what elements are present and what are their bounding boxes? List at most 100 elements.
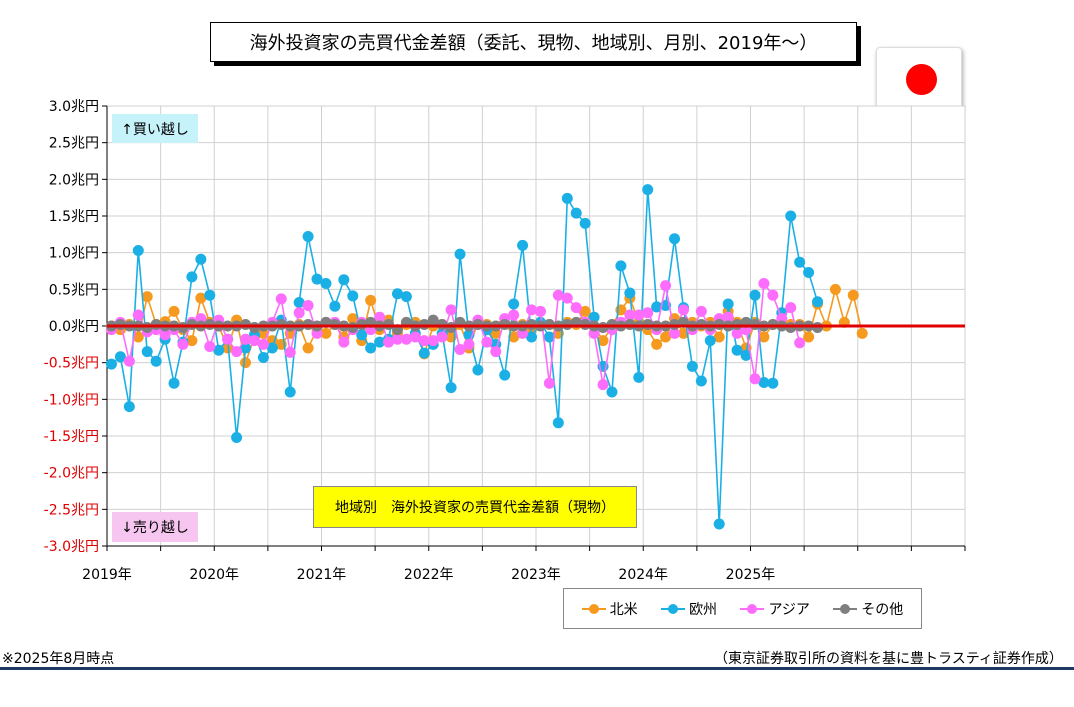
data-point [123, 401, 135, 413]
data-point [543, 377, 555, 389]
data-point [320, 327, 332, 339]
data-point [829, 283, 841, 295]
data-point [204, 289, 216, 301]
data-point [624, 287, 636, 299]
data-point [472, 364, 484, 376]
legend-item-europe: 欧州 [661, 599, 717, 619]
data-point [847, 289, 859, 301]
x-tick-label: 2021年 [297, 567, 347, 583]
data-point [552, 417, 564, 429]
source-note: （東京証券取引所の資料を基に豊トラスティ証券作成） [714, 651, 1063, 667]
data-point [704, 335, 716, 347]
x-tick-label: 2019年 [82, 567, 132, 583]
data-point [391, 333, 403, 345]
data-point [240, 357, 252, 369]
data-point [615, 260, 627, 272]
y-tick-label: -3.0兆円 [44, 539, 99, 555]
data-point [731, 327, 743, 339]
data-point [204, 341, 216, 353]
data-point [275, 293, 287, 305]
data-point [642, 307, 654, 319]
data-point [561, 292, 573, 304]
data-point [383, 336, 395, 348]
data-point [758, 277, 770, 289]
data-point [570, 302, 582, 314]
data-point [418, 335, 430, 347]
data-point [669, 327, 681, 339]
data-point [767, 289, 779, 301]
data-point [391, 288, 403, 300]
data-point [329, 300, 341, 312]
y-tick-label: 0.0兆円 [49, 319, 99, 335]
japan-flag-icon [876, 47, 962, 112]
data-point [436, 331, 448, 343]
data-point [597, 379, 609, 391]
data-point [517, 239, 529, 251]
data-point [794, 337, 806, 349]
legend-label: アジア [768, 601, 810, 618]
legend-item-north-america: 北米 [581, 599, 638, 619]
legend-item-asia: アジア [740, 599, 810, 619]
legend-label: その他 [861, 601, 904, 618]
data-point [240, 342, 252, 354]
data-point [168, 377, 180, 389]
data-point [400, 333, 412, 345]
data-point [186, 271, 198, 283]
data-point [347, 313, 359, 325]
data-point [481, 336, 493, 348]
data-point [606, 386, 618, 398]
data-point [293, 307, 305, 319]
legend-marker [833, 603, 858, 615]
data-point [454, 343, 466, 355]
y-tick-label: 2.0兆円 [49, 172, 99, 188]
data-point [651, 301, 663, 313]
data-point [302, 299, 314, 311]
data-point [302, 342, 314, 354]
legend: 北米 欧州 アジア その他 [563, 588, 922, 629]
data-point [427, 314, 439, 326]
data-point [633, 309, 645, 321]
y-tick-label: -2.5兆円 [44, 502, 99, 518]
data-point [213, 344, 225, 356]
data-point [686, 360, 698, 372]
data-point [651, 338, 663, 350]
data-point [677, 304, 689, 316]
data-point [570, 207, 582, 219]
data-point [508, 309, 520, 321]
y-tick-label: 1.0兆円 [49, 246, 99, 262]
data-point [534, 305, 546, 317]
data-point [642, 184, 654, 196]
legend-item-other: その他 [833, 599, 903, 619]
x-tick-label: 2023年 [511, 567, 561, 583]
data-point [347, 290, 359, 302]
data-point [159, 329, 171, 341]
data-point [257, 338, 269, 350]
data-point [597, 335, 609, 347]
data-point [749, 373, 761, 385]
data-point [758, 331, 770, 343]
data-point [302, 231, 314, 243]
data-point [669, 233, 681, 245]
data-point [123, 355, 135, 367]
y-tick-label: -1.5兆円 [44, 429, 99, 445]
data-point [132, 309, 144, 321]
data-point [418, 347, 430, 359]
data-point [320, 277, 332, 289]
flag-sun [906, 64, 937, 95]
x-tick-label: 2020年 [189, 567, 239, 583]
data-point [311, 273, 323, 285]
data-point [722, 311, 734, 323]
data-point [409, 331, 421, 343]
data-point [114, 351, 126, 363]
data-point [660, 331, 672, 343]
data-point [338, 336, 350, 348]
chart-title-box: 海外投資家の売買代金差額（委託、現物、地域別、月別、2019年～） [210, 22, 857, 62]
y-tick-label: -0.5兆円 [44, 356, 99, 372]
legend-label: 北米 [609, 601, 638, 618]
legend-marker [581, 603, 606, 615]
data-point [266, 342, 278, 354]
data-point [177, 338, 189, 350]
data-point [231, 431, 243, 443]
data-point [552, 289, 564, 301]
